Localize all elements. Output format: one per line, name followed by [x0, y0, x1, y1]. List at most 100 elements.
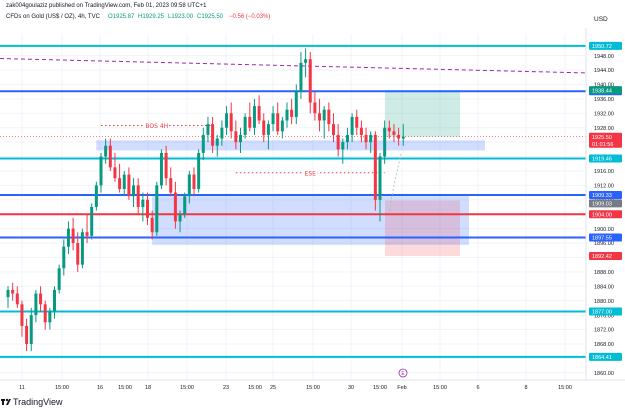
- candle[interactable]: [341, 138, 345, 164]
- candle[interactable]: [373, 131, 377, 211]
- candle[interactable]: [183, 192, 187, 218]
- candle[interactable]: [294, 84, 298, 125]
- candle[interactable]: [359, 120, 363, 143]
- candle[interactable]: [90, 203, 94, 240]
- candle[interactable]: [266, 120, 270, 150]
- candle[interactable]: [299, 52, 303, 99]
- candle[interactable]: [280, 116, 284, 139]
- candle[interactable]: [192, 167, 196, 197]
- candle[interactable]: [136, 178, 140, 215]
- candle[interactable]: [313, 91, 317, 121]
- candle[interactable]: [43, 300, 47, 330]
- candle[interactable]: [108, 138, 112, 171]
- candle[interactable]: [201, 127, 205, 161]
- candle-body: [66, 228, 70, 247]
- candle[interactable]: [159, 149, 163, 189]
- candle[interactable]: [225, 106, 229, 135]
- candle[interactable]: [397, 127, 401, 146]
- candle[interactable]: [401, 124, 405, 146]
- candle[interactable]: [355, 109, 359, 135]
- candle[interactable]: [285, 102, 289, 128]
- candle[interactable]: [113, 152, 117, 182]
- price-axis[interactable]: USD1860.001864.001868.001872.001876.0018…: [585, 0, 625, 397]
- candle[interactable]: [99, 152, 103, 193]
- candle[interactable]: [322, 106, 326, 139]
- candle[interactable]: [392, 124, 396, 143]
- candle[interactable]: [164, 145, 168, 186]
- candle[interactable]: [252, 98, 256, 135]
- candle[interactable]: [76, 232, 80, 272]
- candle[interactable]: [234, 120, 238, 150]
- candle[interactable]: [369, 131, 373, 153]
- trendline[interactable]: [0, 58, 587, 74]
- candle[interactable]: [155, 181, 159, 236]
- candle[interactable]: [197, 149, 201, 193]
- candle[interactable]: [150, 210, 154, 240]
- candle[interactable]: [146, 192, 149, 226]
- candle[interactable]: [276, 102, 280, 135]
- stop-zone[interactable]: [385, 200, 460, 256]
- candle[interactable]: [80, 228, 84, 269]
- candle[interactable]: [118, 163, 122, 193]
- candle[interactable]: [304, 48, 308, 78]
- candle[interactable]: [332, 113, 335, 143]
- candle[interactable]: [211, 116, 215, 153]
- candle[interactable]: [11, 282, 15, 301]
- candle-body: [299, 62, 303, 92]
- plot-area[interactable]: BOS 4H ESE: [0, 34, 587, 380]
- candle[interactable]: [169, 167, 173, 197]
- candle[interactable]: [187, 170, 191, 204]
- candle[interactable]: [94, 181, 98, 211]
- candle-body: [34, 293, 38, 316]
- candle[interactable]: [132, 178, 136, 207]
- candle[interactable]: [127, 167, 131, 200]
- candle[interactable]: [6, 286, 10, 308]
- target-zone[interactable]: [385, 90, 460, 137]
- candle[interactable]: [220, 120, 224, 146]
- candle[interactable]: [383, 120, 387, 164]
- candle[interactable]: [48, 307, 52, 330]
- candle[interactable]: [34, 289, 38, 323]
- event-marker-icon[interactable]: [398, 368, 408, 378]
- candle[interactable]: [248, 102, 252, 132]
- candle[interactable]: [85, 214, 89, 244]
- candle[interactable]: [387, 120, 391, 139]
- candle[interactable]: [66, 221, 70, 254]
- candle[interactable]: [262, 113, 266, 143]
- candle[interactable]: [39, 286, 43, 312]
- candle[interactable]: [336, 124, 340, 157]
- candle[interactable]: [229, 102, 233, 139]
- candle[interactable]: [364, 127, 368, 150]
- candle[interactable]: [239, 127, 242, 153]
- candle[interactable]: [122, 170, 126, 197]
- candle[interactable]: [20, 300, 24, 337]
- candle[interactable]: [71, 217, 75, 251]
- candle[interactable]: [57, 264, 61, 294]
- candle[interactable]: [206, 116, 210, 143]
- candle[interactable]: [327, 102, 331, 132]
- candle[interactable]: [29, 307, 33, 352]
- candle[interactable]: [15, 286, 19, 308]
- candle[interactable]: [345, 127, 349, 150]
- candle[interactable]: [308, 52, 312, 114]
- time-axis[interactable]: 11 15:00 16 15:00 18 15:00 23 15:00 25 15:00 30 15:…: [0, 368, 625, 391]
- supply-zone[interactable]: [96, 140, 485, 151]
- candle[interactable]: [215, 134, 219, 157]
- candle[interactable]: [104, 138, 108, 164]
- candle[interactable]: [62, 239, 66, 276]
- candle[interactable]: [318, 98, 322, 132]
- candle[interactable]: [53, 286, 56, 319]
- candle[interactable]: [257, 95, 261, 125]
- candle[interactable]: [243, 113, 247, 139]
- candle[interactable]: [271, 106, 275, 132]
- ohlc-low: L1923.00: [168, 14, 194, 20]
- candle[interactable]: [178, 210, 182, 233]
- candle[interactable]: [378, 152, 382, 222]
- candle[interactable]: [173, 181, 177, 229]
- candle[interactable]: [25, 318, 29, 352]
- candle[interactable]: [290, 98, 294, 125]
- candle-body: [155, 185, 159, 233]
- candle[interactable]: [350, 113, 354, 143]
- candle[interactable]: [141, 192, 145, 222]
